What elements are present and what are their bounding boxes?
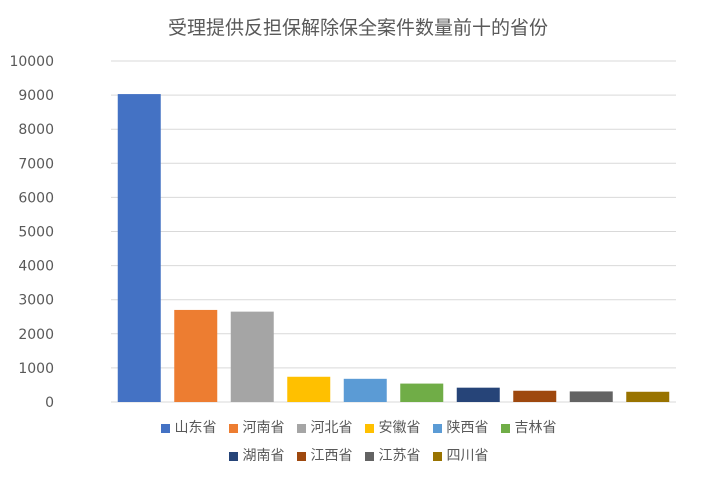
bars [117, 94, 670, 403]
legend-item: 江西省 [296, 446, 353, 466]
legend-item: 四川省 [432, 446, 489, 466]
legend-label: 江西省 [310, 448, 353, 464]
bar-山东省 [117, 94, 161, 403]
legend-label: 吉林省 [514, 420, 557, 436]
legend-label: 山东省 [174, 420, 217, 436]
legend-label: 河北省 [310, 420, 353, 436]
y-tick-label: 6000 [18, 190, 54, 206]
bar-四川省 [626, 391, 670, 402]
legend-label: 河南省 [242, 420, 285, 436]
y-tick-label: 5000 [18, 225, 54, 241]
y-axis-ticks: 0 1000 2000 3000 4000 5000 6000 7000 8000 9000 100… [9, 54, 54, 411]
legend-item: 河北省 [296, 418, 353, 438]
bar-河南省 [174, 309, 218, 402]
legend-label: 湖南省 [242, 448, 285, 464]
legend-item: 湖南省 [228, 446, 285, 466]
legend-label: 江苏省 [378, 448, 421, 464]
legend-swatch [364, 451, 374, 461]
legend-label: 四川省 [446, 448, 489, 464]
y-tick-label: 2000 [18, 327, 54, 343]
legend-label: 安徽省 [378, 420, 421, 436]
legend-swatch [432, 451, 442, 461]
bar-湖南省 [456, 387, 500, 402]
y-tick-label: 10000 [9, 54, 54, 70]
legend-swatch [500, 423, 510, 433]
y-tick-label: 7000 [18, 156, 54, 172]
chart-title: 受理提供反担保解除保全案件数量前十的省份 [168, 17, 548, 39]
legend-swatch [364, 423, 374, 433]
legend-swatch [296, 451, 306, 461]
legend-item: 吉林省 [500, 418, 557, 438]
bar-江苏省 [569, 391, 613, 402]
legend-swatch [228, 451, 238, 461]
y-tick-label: 9000 [18, 88, 54, 104]
y-tick-label: 4000 [18, 259, 54, 275]
legend-item: 江苏省 [364, 446, 421, 466]
y-tick-label: 8000 [18, 122, 54, 138]
bar-江西省 [513, 390, 557, 402]
legend-swatch [432, 423, 442, 433]
bar-安徽省 [287, 376, 331, 402]
legend-swatch [296, 423, 306, 433]
legend-item: 陕西省 [432, 418, 489, 438]
legend-item: 安徽省 [364, 418, 421, 438]
y-tick-label: 0 [45, 395, 54, 411]
legend-label: 陕西省 [446, 420, 489, 436]
bar-陕西省 [343, 378, 387, 402]
legend-item: 河南省 [228, 418, 285, 438]
legend-swatch [160, 423, 170, 433]
legend: 山东省 河南省 河北省 安徽省 陕西省 吉林省湖南省 江西省 江苏省 四川省 [0, 418, 717, 466]
y-tick-label: 3000 [18, 293, 54, 309]
y-tick-label: 1000 [18, 361, 54, 377]
legend-item: 山东省 [160, 418, 217, 438]
bar-吉林省 [400, 383, 444, 402]
bar-河北省 [230, 311, 274, 402]
legend-swatch [228, 423, 238, 433]
